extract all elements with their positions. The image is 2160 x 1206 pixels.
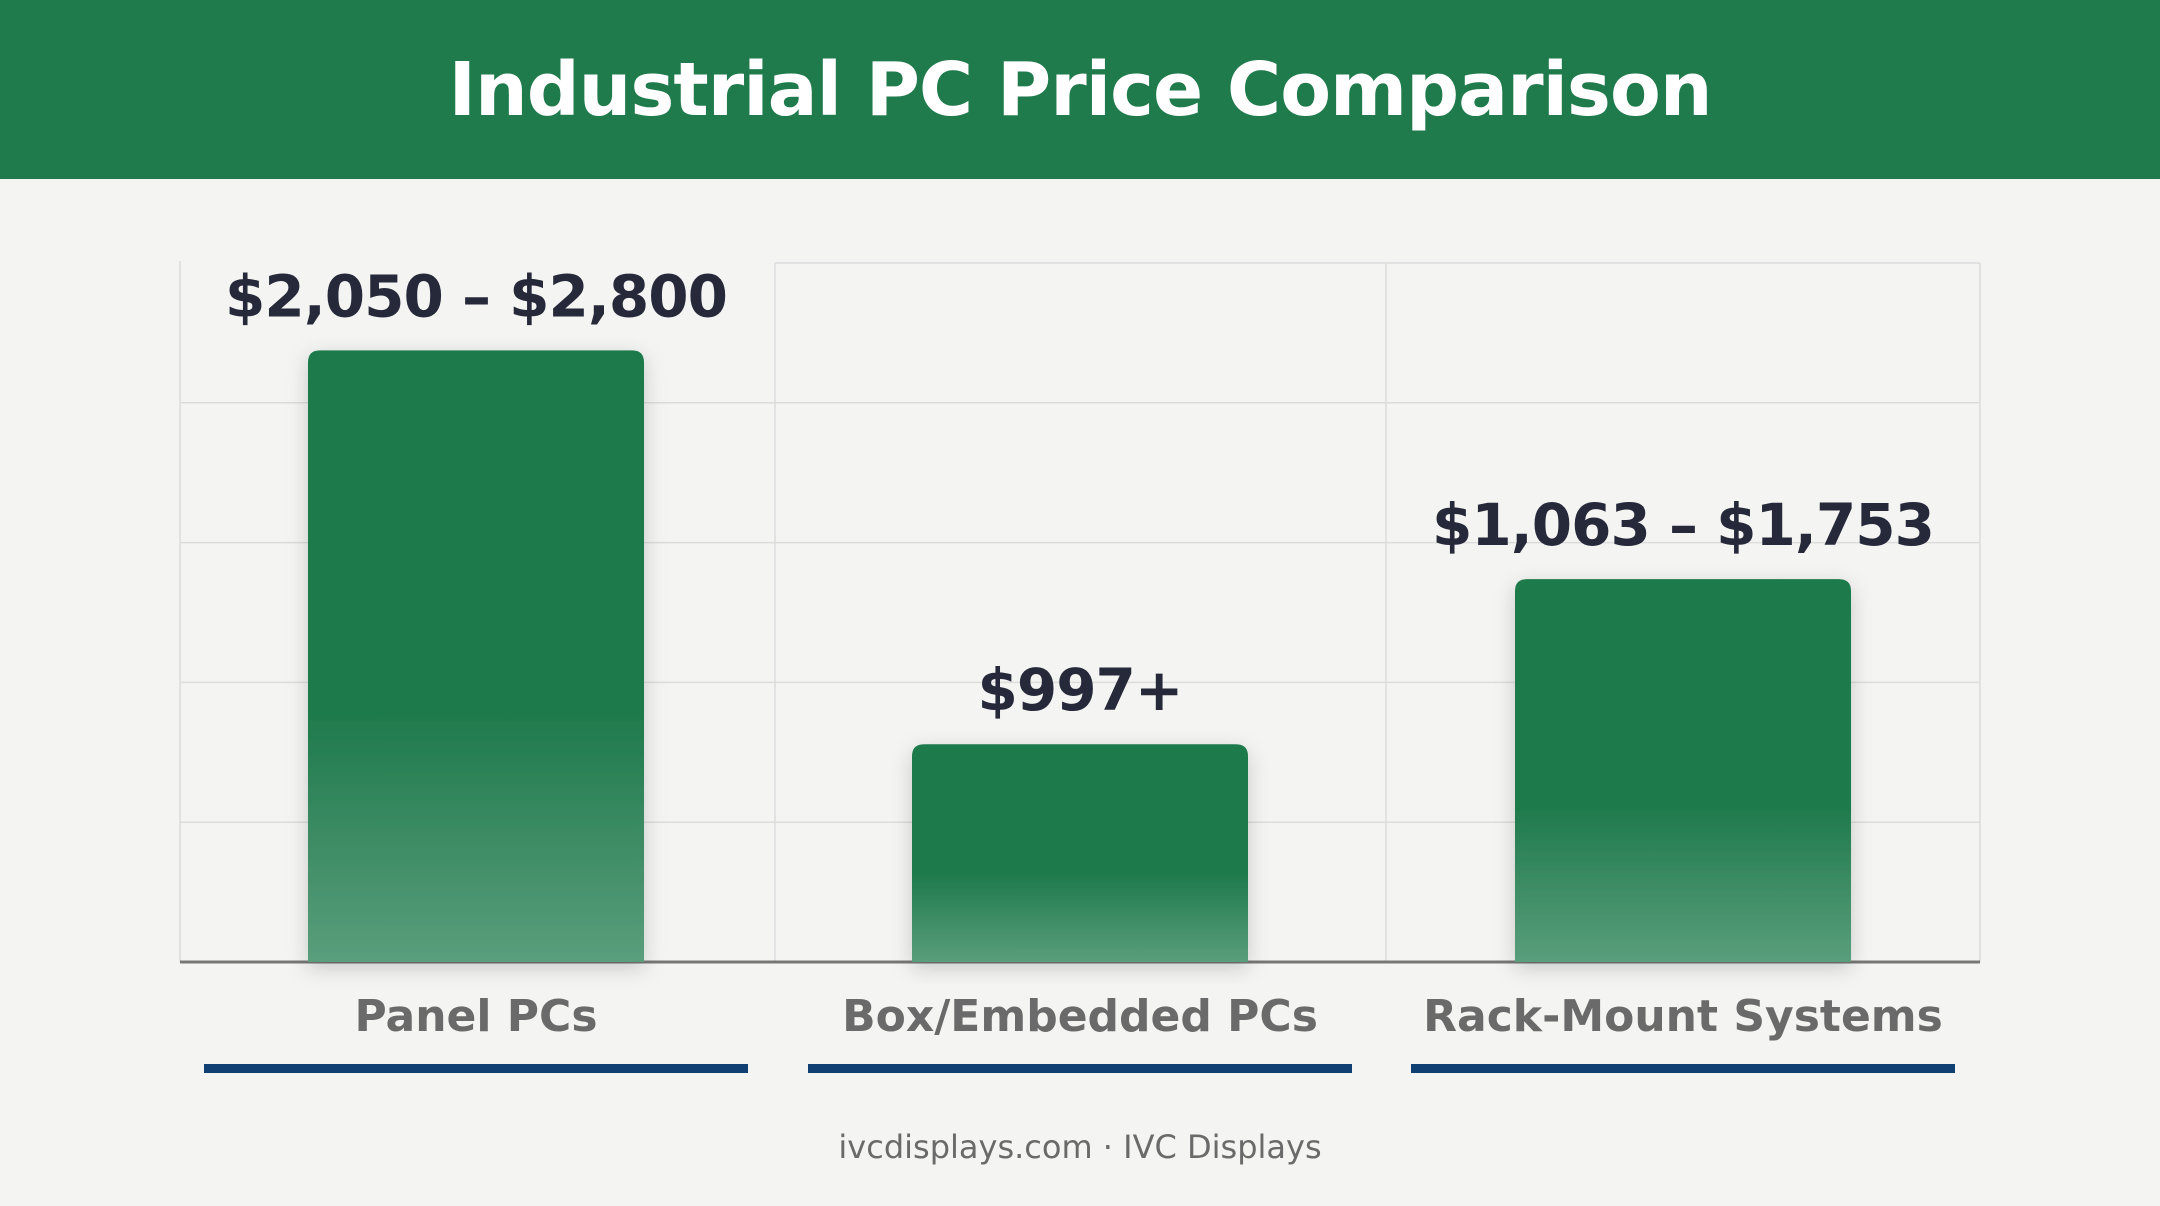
labels: $2,050 – $2,800 Panel PCs $997+ Box/Embedde… xyxy=(204,262,1955,1073)
category-label: Box/Embedded PCs xyxy=(842,991,1318,1042)
category-underline xyxy=(204,1064,748,1073)
value-label: $997+ xyxy=(977,656,1182,724)
category-underline xyxy=(1411,1064,1955,1073)
category-label: Rack-Mount Systems xyxy=(1423,991,1943,1042)
value-label: $1,063 – $1,753 xyxy=(1432,491,1934,559)
chart-title: Industrial PC Price Comparison xyxy=(448,46,1712,133)
bar-chart: $2,050 – $2,800 Panel PCs $997+ Box/Embedde… xyxy=(179,261,1981,1073)
bar-panel-pcs xyxy=(308,350,644,962)
bar-box-embedded-pcs xyxy=(912,744,1248,962)
title-banner: Industrial PC Price Comparison xyxy=(0,0,2160,179)
bar-rack-mount-systems xyxy=(1515,579,1851,962)
value-label: $2,050 – $2,800 xyxy=(225,262,727,330)
category-underline xyxy=(808,1064,1352,1073)
source-credit: ivcdisplays.com · IVC Displays xyxy=(838,1128,1322,1166)
bars xyxy=(308,350,1851,962)
category-label: Panel PCs xyxy=(354,991,597,1042)
